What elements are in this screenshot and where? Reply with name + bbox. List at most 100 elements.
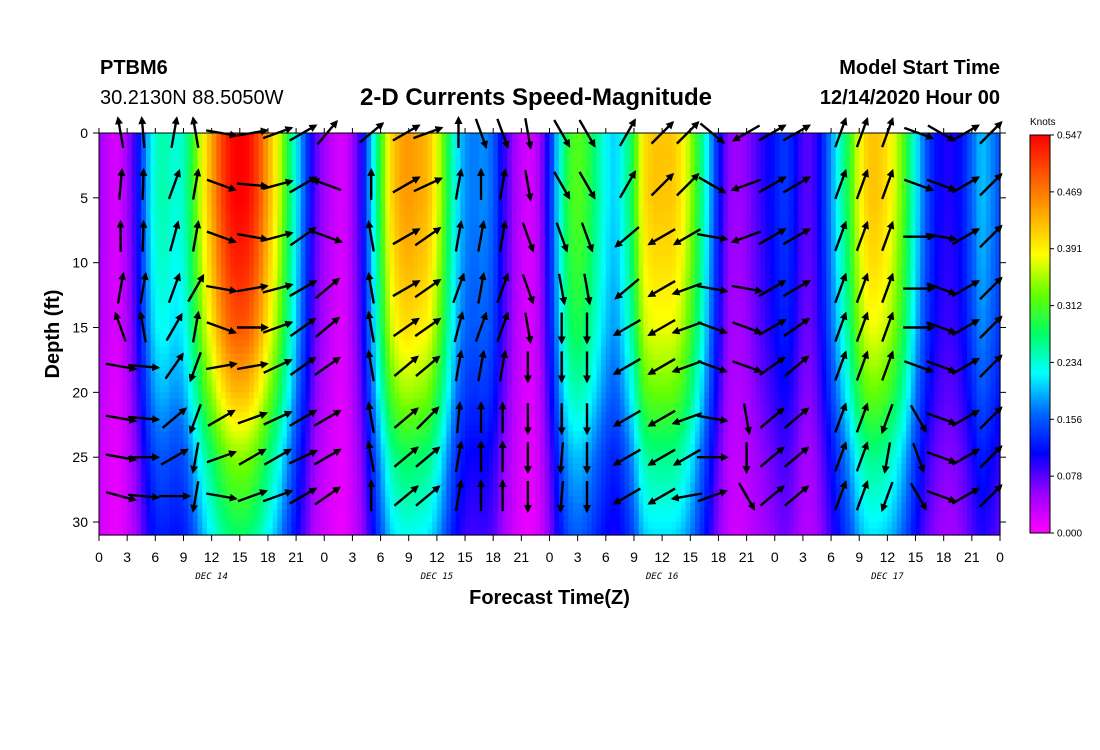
heatmap-cell [333, 223, 339, 231]
heatmap-cell [155, 275, 161, 283]
heatmap-cell [197, 321, 203, 329]
heatmap-cell [211, 509, 217, 517]
heatmap-cell [164, 178, 170, 186]
heatmap-cell [465, 392, 471, 400]
heatmap-cell [103, 171, 109, 179]
heatmap-cell [408, 171, 415, 179]
heatmap-cell [441, 476, 447, 484]
heatmap-cell [169, 217, 175, 225]
heatmap-cell [441, 133, 447, 141]
heatmap-cell [277, 379, 283, 387]
heatmap-cell [211, 463, 217, 471]
heatmap-cell [450, 340, 457, 348]
heatmap-cell [296, 158, 302, 167]
heatmap-cell [286, 483, 292, 491]
heatmap-cell [216, 424, 222, 432]
heatmap-cell [394, 353, 400, 361]
heatmap-cell [314, 295, 321, 303]
heatmap-cell [450, 496, 457, 504]
heatmap-cell [343, 353, 349, 361]
heatmap-cell [211, 152, 217, 160]
heatmap-cell [145, 184, 152, 192]
heatmap-cell [211, 314, 217, 322]
heatmap-cell [211, 145, 217, 154]
heatmap-cell [366, 424, 372, 432]
heatmap-cell [263, 256, 269, 264]
heatmap-cell [230, 502, 236, 510]
heatmap-cell [183, 353, 189, 361]
heatmap-cell [394, 269, 400, 277]
heatmap-cell [206, 139, 213, 147]
heatmap-cell [324, 275, 330, 283]
heatmap-cell [338, 353, 344, 361]
heatmap-cell [221, 217, 227, 225]
heatmap-cell [221, 437, 227, 445]
heatmap-cell [361, 217, 368, 225]
heatmap-cell [211, 398, 217, 406]
heatmap-cell [127, 372, 133, 380]
heatmap-cell [183, 236, 189, 244]
heatmap-cell [352, 522, 358, 530]
heatmap-cell [211, 515, 217, 523]
heatmap-cell [253, 346, 260, 355]
heatmap-cell [347, 262, 353, 270]
heatmap-cell [338, 133, 344, 141]
heatmap-cell [141, 353, 147, 361]
heatmap-cell [145, 431, 152, 439]
heatmap-cell [371, 223, 377, 231]
heatmap-cell [113, 463, 119, 471]
heatmap-cell [422, 204, 429, 212]
heatmap-cell [310, 334, 316, 342]
heatmap-cell [389, 398, 396, 406]
heatmap-cell [155, 392, 161, 400]
heatmap-cell [253, 379, 260, 387]
heatmap-cell [122, 223, 128, 231]
heatmap-cell [366, 379, 372, 387]
heatmap-cell [357, 178, 363, 186]
heatmap-cell [174, 236, 180, 244]
heatmap-cell [249, 463, 255, 471]
heatmap-cell [263, 178, 269, 186]
heatmap-cell [169, 372, 175, 380]
heatmap-cell [338, 437, 344, 445]
heatmap-cell [225, 424, 231, 432]
heatmap-cell [347, 314, 353, 322]
heatmap-cell [235, 444, 241, 452]
heatmap-cell [404, 288, 410, 296]
heatmap-cell [113, 178, 119, 186]
heatmap-cell [253, 372, 260, 380]
heatmap-cell [319, 223, 325, 231]
heatmap-cell [127, 165, 133, 173]
heatmap-cell [183, 197, 189, 205]
heatmap-cell [460, 230, 466, 238]
heatmap-cell [385, 398, 391, 406]
heatmap-cell [404, 256, 410, 264]
heatmap-cell [277, 236, 283, 244]
heatmap-cell [347, 509, 353, 517]
heatmap-cell [469, 340, 476, 348]
heatmap-cell [253, 515, 260, 523]
heatmap-cell [432, 398, 438, 406]
heatmap-cell [413, 197, 419, 205]
heatmap-cell [465, 262, 471, 270]
heatmap-cell [155, 353, 161, 361]
heatmap-cell [333, 217, 339, 225]
heatmap-cell [136, 418, 142, 426]
heatmap-cell [300, 282, 307, 290]
heatmap-cell [286, 152, 292, 160]
heatmap-cell [375, 431, 382, 439]
heatmap-cell [117, 301, 124, 309]
heatmap-cell [164, 522, 170, 530]
heatmap-cell [178, 379, 185, 387]
heatmap-cell [164, 217, 170, 225]
heatmap-cell [230, 431, 236, 439]
heatmap-cell [150, 431, 156, 439]
heatmap-cell [343, 450, 349, 458]
heatmap-cell [150, 158, 156, 167]
heatmap-cell [122, 133, 128, 141]
heatmap-cell [446, 405, 452, 413]
heatmap-cell [99, 411, 105, 419]
heatmap-cell [300, 496, 307, 504]
heatmap-cell [328, 340, 335, 348]
heatmap-cell [361, 405, 368, 413]
